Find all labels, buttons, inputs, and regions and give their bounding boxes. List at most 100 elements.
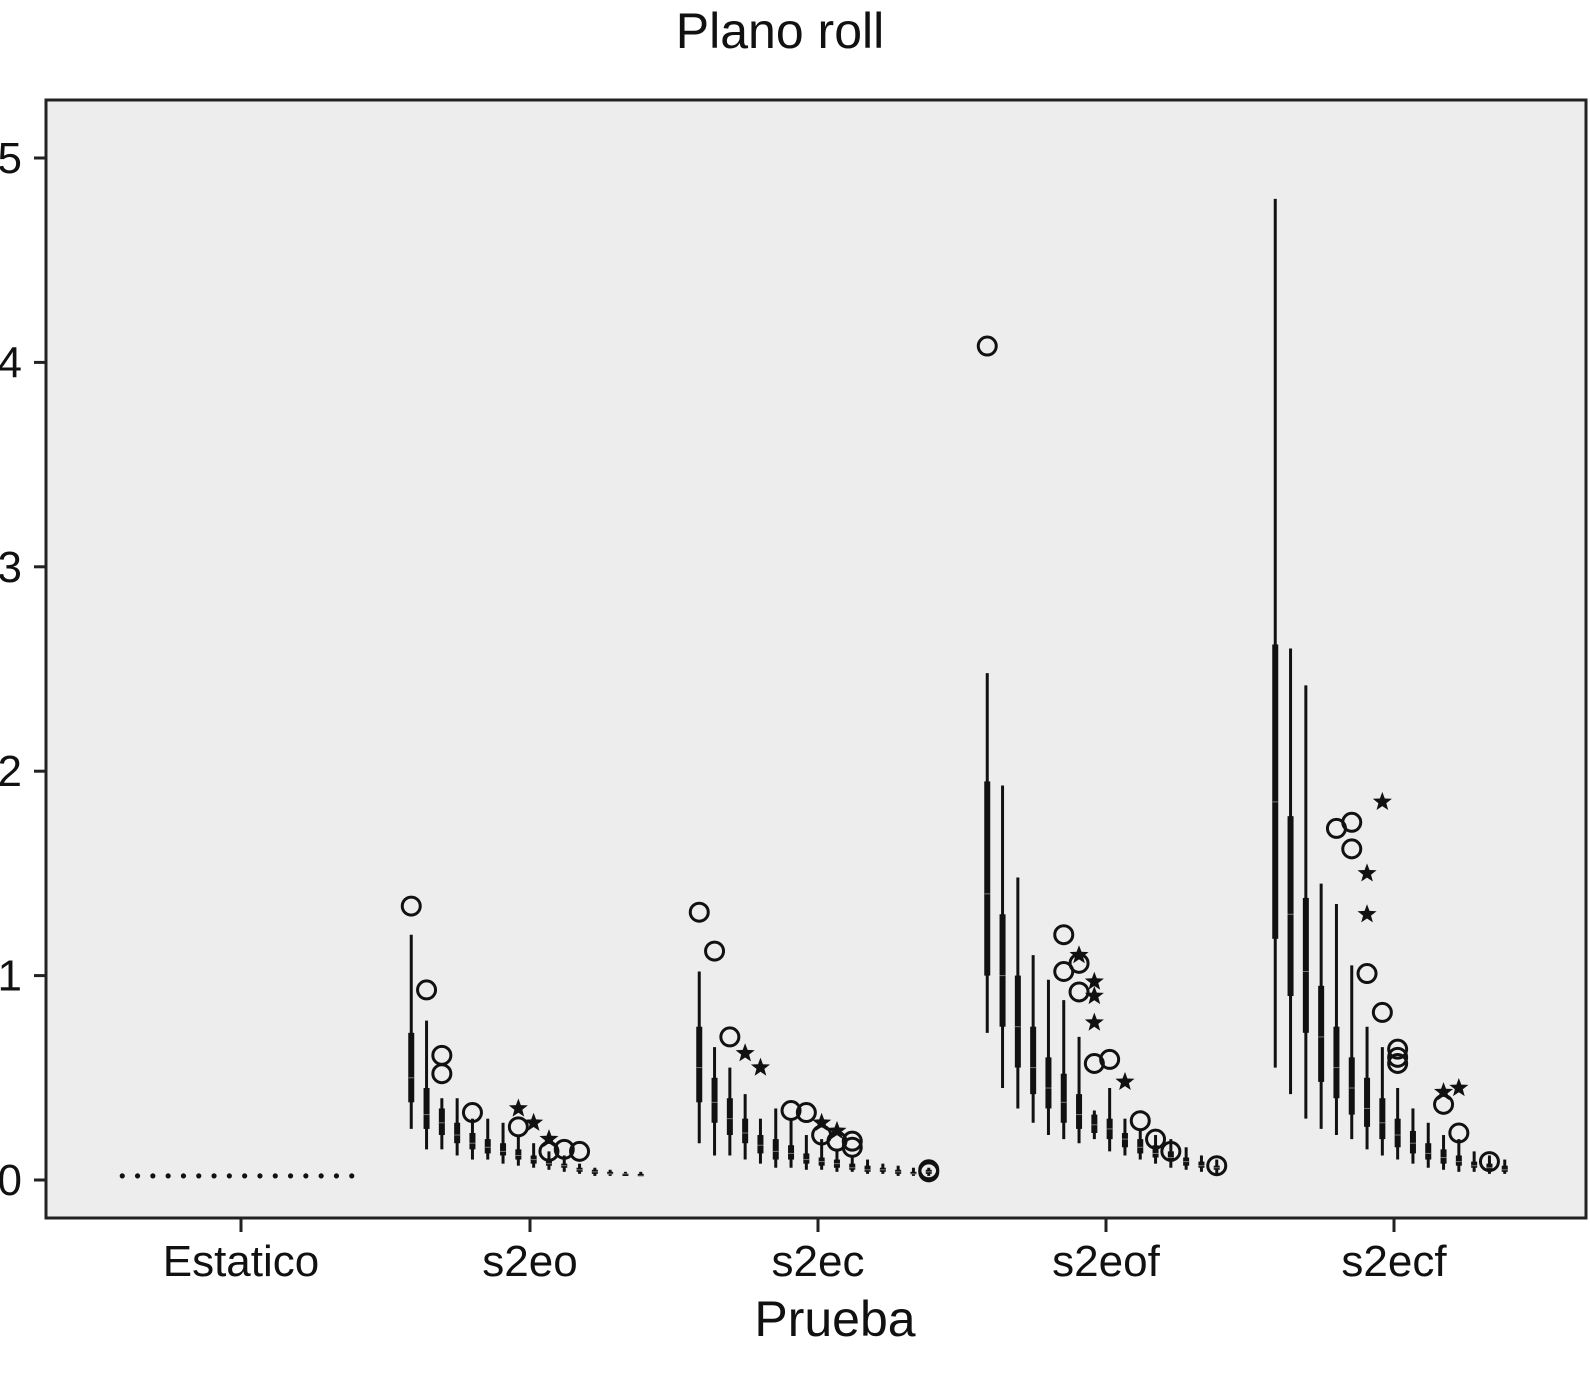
box-1: [711, 1077, 718, 1123]
box-8: [242, 1173, 248, 1179]
box-1: [1287, 816, 1294, 997]
outlier-point: [1387, 1052, 1409, 1074]
box-15: [637, 1173, 644, 1176]
box-5: [196, 1173, 202, 1179]
chart-title: Plano roll: [675, 3, 885, 59]
box-7: [1091, 1114, 1098, 1133]
box-7: [226, 1173, 232, 1179]
outlier-point: [461, 1102, 483, 1124]
outlier-point: [688, 901, 710, 923]
outlier-point: [918, 1159, 940, 1181]
extreme-point: [827, 1120, 847, 1139]
y-tick-label: 0: [0, 1156, 22, 1205]
box-11: [287, 1173, 294, 1179]
outlier-point: [1053, 924, 1075, 946]
extreme-point: [1115, 1071, 1135, 1090]
box-13: [318, 1173, 324, 1179]
box-6: [1364, 1077, 1371, 1127]
box-9: [257, 1173, 263, 1179]
outlier-point: [1387, 1038, 1409, 1060]
outlier-point: [431, 1063, 453, 1085]
box-10: [1425, 1143, 1432, 1160]
outlier-point: [1341, 838, 1363, 860]
extreme-point: [1434, 1082, 1454, 1101]
box-5: [1348, 1057, 1355, 1115]
box-5: [772, 1139, 779, 1160]
box-7: [803, 1153, 810, 1164]
box-3: [454, 1122, 461, 1144]
box-2: [150, 1173, 156, 1179]
box-3: [1030, 1026, 1037, 1095]
x-tick-label: s2ecf: [1341, 1237, 1447, 1286]
y-tick-label: 4: [0, 338, 22, 387]
extreme-point: [1069, 945, 1089, 964]
box-15: [1501, 1165, 1508, 1172]
box-10: [849, 1163, 856, 1170]
box-5: [484, 1139, 491, 1154]
outlier-point: [780, 1100, 802, 1122]
outlier-point: [569, 1140, 591, 1162]
extreme-point: [812, 1112, 832, 1131]
box-6: [211, 1173, 217, 1179]
box-2: [438, 1108, 445, 1136]
outlier-point: [1448, 1122, 1470, 1144]
x-tick-label: s2ec: [772, 1237, 865, 1286]
box-4: [180, 1173, 187, 1179]
box-15: [349, 1173, 355, 1179]
box-12: [1455, 1155, 1462, 1166]
extreme-point: [1084, 986, 1104, 1005]
box-9: [545, 1159, 552, 1166]
y-tick-label: 1: [0, 952, 22, 1001]
outlier-point: [400, 895, 422, 917]
box-0: [984, 781, 991, 976]
box-13: [1471, 1161, 1478, 1168]
box-13: [607, 1171, 614, 1174]
box-2: [1302, 897, 1309, 1033]
outlier-point: [841, 1130, 863, 1152]
box-9: [1121, 1132, 1128, 1148]
outlier-point: [507, 1116, 529, 1138]
y-tick-label: 2: [0, 747, 22, 796]
box-3: [742, 1118, 749, 1144]
box-0: [408, 1032, 415, 1103]
box-4: [1045, 1057, 1052, 1109]
y-tick-label: 5: [0, 134, 22, 183]
box-5: [1060, 1073, 1067, 1123]
box-10: [272, 1173, 278, 1179]
outlier-point: [1356, 963, 1378, 985]
extreme-point: [1084, 971, 1104, 990]
box-4: [1333, 1026, 1340, 1099]
box-6: [500, 1143, 507, 1156]
outlier-point: [1206, 1155, 1228, 1177]
box-14: [333, 1173, 340, 1179]
box-0: [696, 1026, 703, 1103]
box-2: [726, 1098, 733, 1136]
box-1: [423, 1088, 430, 1129]
outlier-point: [1371, 1001, 1393, 1023]
extreme-point: [750, 1057, 770, 1076]
extreme-point: [508, 1098, 528, 1117]
box-7: [1379, 1098, 1386, 1140]
box-4: [757, 1135, 764, 1154]
box-12: [1167, 1151, 1174, 1162]
outlier-point: [1068, 981, 1090, 1003]
extreme-point: [1449, 1078, 1469, 1097]
plot-area: [44, 98, 1588, 1220]
box-11: [864, 1165, 871, 1172]
outlier-point: [719, 1026, 741, 1048]
outlier-point: [553, 1138, 575, 1160]
outlier-point: [1160, 1140, 1182, 1162]
box-0: [1272, 644, 1279, 939]
box-11: [1440, 1149, 1447, 1164]
outlier-point: [1083, 1052, 1105, 1074]
box-6: [1076, 1094, 1083, 1129]
outlier-point: [1145, 1128, 1167, 1150]
x-axis-label: Prueba: [754, 1291, 916, 1347]
box-14: [622, 1173, 629, 1176]
box-12: [303, 1173, 309, 1179]
outlier-point: [704, 940, 726, 962]
outlier-point: [795, 1102, 817, 1124]
x-tick-label: Estatico: [163, 1237, 320, 1286]
extreme-point: [524, 1112, 544, 1131]
